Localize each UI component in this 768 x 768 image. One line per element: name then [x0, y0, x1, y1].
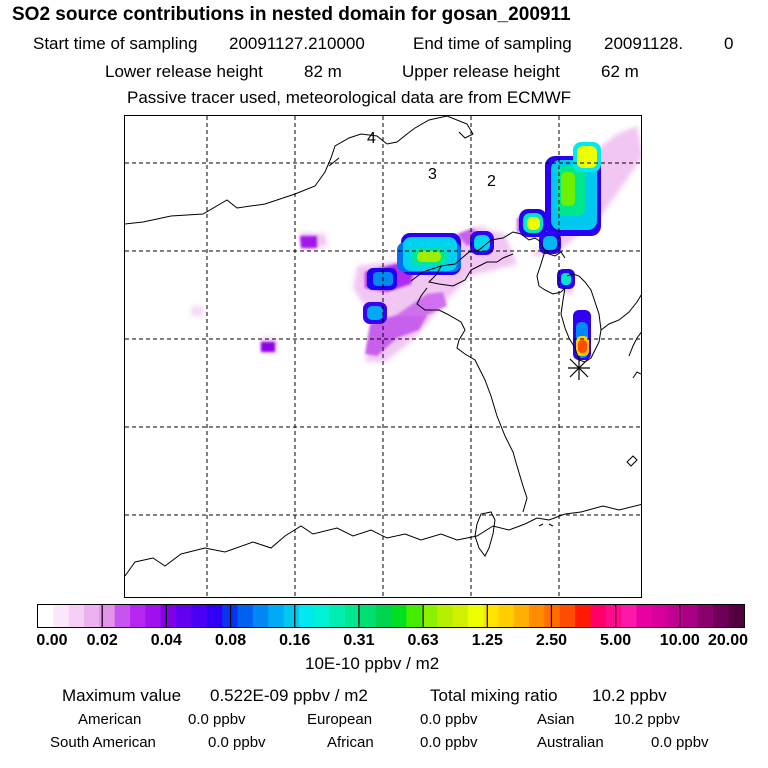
- end-time-value: 20091128.: [604, 34, 684, 53]
- colorbar-cell: [38, 605, 54, 627]
- colorbar-cell: [99, 605, 116, 627]
- colorbar-tick-label: 0.08: [214, 632, 247, 649]
- region-australian-name: Australian: [537, 734, 604, 751]
- colorbar-cell: [728, 605, 745, 627]
- colorbar-cell: [575, 605, 592, 627]
- colorbar-cell: [452, 605, 469, 627]
- colorbar-cell: [283, 605, 300, 627]
- colorbar-cell: [329, 605, 346, 627]
- colorbar-cell: [68, 605, 85, 627]
- colorbar-cell: [375, 605, 392, 627]
- star-icon: [568, 356, 590, 380]
- upper-height-value: 62 m: [601, 62, 639, 81]
- page-title: SO2 source contributions in nested domai…: [12, 4, 571, 25]
- colorbar-cell: [252, 605, 269, 627]
- colorbar-cell: [344, 605, 361, 627]
- start-time-label: Start time of sampling: [33, 34, 198, 53]
- colorbar-cell: [130, 605, 146, 627]
- colorbar-cell: [391, 605, 407, 627]
- colorbar-tick-label: 0.31: [343, 632, 375, 649]
- region-african-name: African: [327, 734, 374, 751]
- map-canvas: 4 3 2: [125, 116, 641, 597]
- grid-lines: [125, 116, 641, 597]
- end-time-suffix: 0: [724, 34, 734, 53]
- colorbar-cell: [651, 605, 668, 627]
- colorbar-cell: [160, 605, 177, 627]
- colorbar-cells: [38, 605, 745, 627]
- colorbar-cell: [621, 605, 638, 627]
- colorbar-outline: [37, 604, 745, 628]
- colorbar-unit: 10E-10 ppbv / m2: [305, 654, 440, 673]
- colorbar-cell: [145, 605, 162, 627]
- colorbar-cell: [713, 605, 730, 627]
- colorbar-cell: [206, 605, 223, 627]
- region-european-value: 0.0 ppbv: [420, 711, 478, 728]
- colorbar-cell: [467, 605, 484, 627]
- region-asian-name: Asian: [537, 711, 575, 728]
- colorbar-tick-label: 10.00: [659, 632, 700, 649]
- region-label-4: 4: [367, 130, 376, 147]
- colorbar-tick-label: 0.02: [86, 632, 118, 649]
- upper-height-label: Upper release height: [402, 62, 560, 81]
- colorbar-cell: [498, 605, 515, 627]
- colorbar-cell: [114, 605, 131, 627]
- colorbar: [37, 604, 745, 628]
- start-time-value: 20091127.210000: [229, 34, 365, 53]
- end-time-label: End time of sampling: [413, 34, 572, 53]
- colorbar-tick-label: 5.00: [600, 632, 632, 649]
- colorbar-cell: [667, 605, 684, 627]
- region-label-3: 3: [428, 166, 437, 183]
- colorbar-cell: [682, 605, 699, 627]
- colorbar-tick-label: 0.63: [407, 632, 439, 649]
- colorbar-cell: [605, 605, 622, 627]
- colorbar-cell: [437, 605, 453, 627]
- colorbar-cell: [483, 605, 499, 627]
- region-european-name: European: [307, 711, 373, 728]
- total-ratio-label: Total mixing ratio: [430, 686, 558, 705]
- colorbar-cell: [298, 605, 315, 627]
- subtitle: Passive tracer used, meteorological data…: [127, 88, 572, 107]
- region-asian-value: 10.2 ppbv: [614, 711, 680, 728]
- colorbar-cell: [237, 605, 254, 627]
- colorbar-cell: [590, 605, 607, 627]
- colorbar-cell: [544, 605, 561, 627]
- colorbar-cell: [360, 605, 377, 627]
- lower-height-value: 82 m: [304, 62, 342, 81]
- colorbar-cell: [513, 605, 530, 627]
- coastlines: [125, 116, 641, 577]
- colorbar-tick-label: 0.16: [279, 632, 311, 649]
- colorbar-cell: [529, 605, 545, 627]
- max-value-label: Maximum value: [62, 686, 182, 705]
- region-american-name: American: [78, 711, 142, 728]
- colorbar-cell: [53, 605, 70, 627]
- colorbar-cell: [559, 605, 576, 627]
- region-american-value: 0.0 ppbv: [188, 711, 246, 728]
- colorbar-cell: [421, 605, 438, 627]
- colorbar-cell: [314, 605, 331, 627]
- colorbar-tick-marks: [101, 604, 681, 628]
- colorbar-cell: [176, 605, 192, 627]
- region-label-2: 2: [487, 173, 496, 190]
- colorbar-cell: [191, 605, 208, 627]
- colorbar-cell: [268, 605, 285, 627]
- colorbar-tick-label: 20.00: [707, 632, 749, 649]
- colorbar-cell: [406, 605, 423, 627]
- lower-height-label: Lower release height: [105, 62, 263, 81]
- colorbar-cell: [697, 605, 714, 627]
- colorbar-tick-label: 2.50: [535, 632, 568, 649]
- colorbar-cell: [84, 605, 100, 627]
- colorbar-tick-label: 0.04: [150, 632, 182, 649]
- region-south-american-value: 0.0 ppbv: [208, 734, 266, 751]
- colorbar-tick-label: 0.00: [36, 632, 68, 649]
- colorbar-cell: [636, 605, 653, 627]
- max-value: 0.522E-09 ppbv / m2: [210, 686, 368, 705]
- region-south-american-name: South American: [50, 734, 156, 751]
- map-panel: 4 3 2: [124, 115, 642, 598]
- region-african-value: 0.0 ppbv: [420, 734, 478, 751]
- region-australian-value: 0.0 ppbv: [651, 734, 709, 751]
- colorbar-tick-label: 1.25: [471, 632, 503, 649]
- total-ratio-value: 10.2 ppbv: [592, 686, 667, 705]
